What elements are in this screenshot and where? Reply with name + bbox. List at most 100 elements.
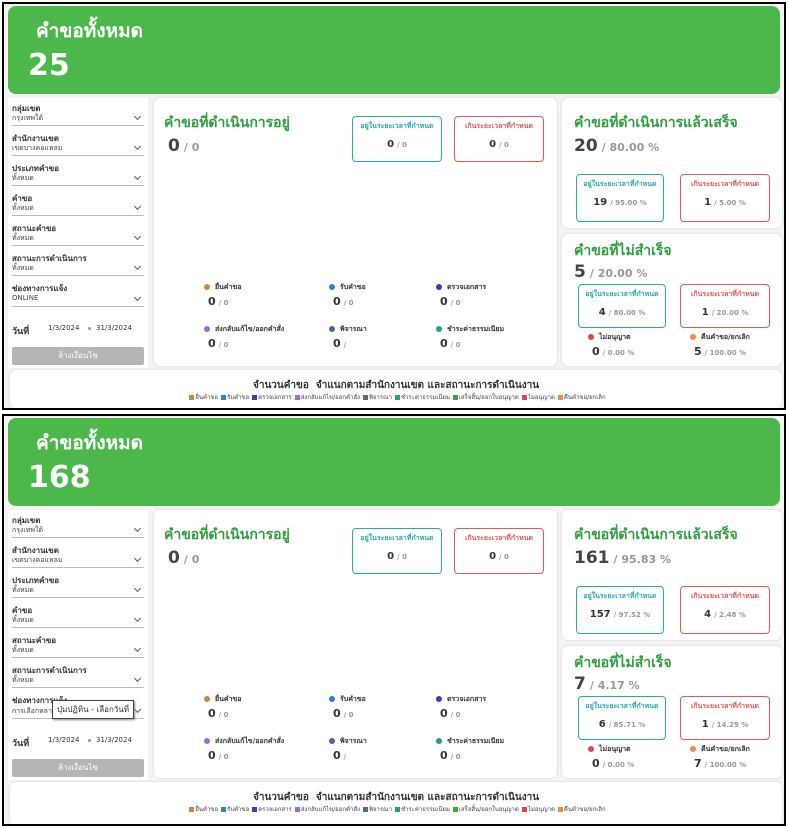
date-to[interactable]: 31/3/2024 [96, 324, 132, 332]
filter-label: คำขอ [12, 606, 33, 615]
clear-button[interactable]: ล้างเงื่อนไข [12, 759, 144, 777]
status-label: ไม่อนุญาต [588, 332, 631, 343]
status-label: คืนคำขอ/ยกเลิก [690, 744, 750, 755]
status-dot [436, 326, 442, 332]
chart-legend: ยื่นคำขอ รับคำขอ ตรวจเอกสาร ส่งกลับแก้ไข/ออ… [10, 804, 782, 814]
filters: กลุ่มเขต กรุงเทพใต้สำนักงานเขต เขตบางคอแหล… [8, 510, 148, 780]
count-value: 0 [168, 136, 180, 156]
status-share: / 100.00 % [704, 761, 747, 769]
box-count: 0 [387, 551, 395, 562]
status-name: ยื่นคำขอ [215, 283, 242, 291]
filter-dropdown[interactable]: ONLINE [12, 294, 144, 307]
legend-label: ยื่นคำขอ [195, 806, 219, 813]
count: 5/ 20.00 % [574, 262, 647, 282]
legend-label: ส่งกลับแก้ไข/ออกคำสั่ง [300, 806, 360, 813]
legend-label: ส่งกลับแก้ไข/ออกคำสั่ง [300, 394, 360, 401]
filter-dropdown[interactable]: ทั้งหมด [12, 615, 144, 628]
filter-dropdown[interactable]: กรุงเทพใต้ [12, 113, 144, 126]
box-count: 19 [593, 197, 608, 208]
status-value: 0/ 0 [208, 337, 229, 350]
header: คำขอทั้งหมด 25 [8, 6, 780, 94]
status-value: 0/ 0.00 % [592, 757, 634, 770]
filter-dropdown[interactable]: ทั้งหมด [12, 645, 144, 658]
filter-dropdown[interactable]: ทั้งหมด [12, 203, 144, 216]
legend-swatch [394, 807, 400, 812]
box-count: 4 [598, 307, 606, 318]
filter-dropdown[interactable]: ทั้งหมด [12, 233, 144, 246]
status-name: พิจารณา [340, 325, 367, 333]
filter-dropdown[interactable]: ทั้งหมด [12, 585, 144, 598]
filter-dropdown[interactable]: ทั้งหมด [12, 263, 144, 276]
count: 161/ 95.83 % [574, 548, 671, 568]
within-box: อยู่ในระยะเวลาที่กำหนด 0/ 0 [352, 116, 442, 162]
clear-button[interactable]: ล้างเงื่อนไข [12, 347, 144, 365]
box-count: 157 [589, 609, 611, 620]
status-share: / 0 [218, 753, 229, 761]
filter-label: กลุ่มเขต [12, 516, 41, 525]
status-value: 0/ 0 [208, 707, 229, 720]
status-label: ยื่นคำขอ [204, 694, 242, 705]
legend-swatch [294, 395, 300, 400]
date-from[interactable]: 1/3/2024 [48, 324, 80, 332]
filter-dropdown[interactable]: ทั้งหมด [12, 675, 144, 688]
legend-swatch [521, 395, 527, 400]
status-name: พิจารณา [340, 737, 367, 745]
status-share: / 0 [450, 341, 461, 349]
filter-dropdown[interactable]: ทั้งหมด [12, 173, 144, 186]
status-count: 0 [208, 337, 216, 350]
date-separator [88, 739, 91, 742]
legend-label: พิจารณา [368, 394, 392, 401]
date-to[interactable]: 31/3/2024 [96, 736, 132, 744]
box-label: เกินระยะเวลาที่กำหนด [690, 290, 760, 298]
status-count: 0 [440, 749, 448, 762]
status-value: 0/ 0 [440, 295, 461, 308]
failed-card: คำขอที่ไม่สำเร็จ 5/ 20.00 % อยู่ในระยะเวลา… [562, 234, 782, 366]
status-dot [690, 334, 696, 340]
status-name: ชำระค่าธรรมเนียม [447, 737, 505, 745]
box-count: 1 [704, 197, 712, 208]
status-label: รับคำขอ [329, 694, 366, 705]
dashboard-panel: คำขอทั้งหมด 168 กลุ่มเขต กรุงเทพใต้ สำนักงาน… [2, 414, 786, 826]
status-dot [436, 696, 442, 702]
box-label: เกินระยะเวลาที่กำหนด [464, 122, 534, 130]
filter-label: สำนักงานเขต [12, 546, 59, 555]
legend-swatch [452, 395, 458, 400]
within-box: อยู่ในระยะเวลาที่กำหนด 0/ 0 [352, 528, 442, 574]
box-count: 4 [704, 609, 712, 620]
filter-dropdown[interactable]: กรุงเทพใต้ [12, 525, 144, 538]
legend-swatch [521, 807, 527, 812]
header: คำขอทั้งหมด 168 [8, 418, 780, 506]
status-label: ส่งกลับแก้ไข/ออกคำสั่ง [204, 736, 284, 747]
filter-label: ช่องทางการแจ้ง [12, 284, 68, 293]
over-box: เกินระยะเวลาที่กำหนด 1/ 20.00 % [680, 284, 770, 328]
status-name: ไม่อนุญาต [599, 745, 631, 753]
filter-dropdown[interactable]: เขตบางคอแหลม [12, 143, 144, 156]
status-label: ส่งกลับแก้ไข/ออกคำสั่ง [204, 324, 284, 335]
box-value: 19/ 95.00 % [577, 197, 663, 208]
status-dot [204, 284, 210, 290]
status-label: พิจารณา [329, 736, 367, 747]
status-name: ตรวจเอกสาร [447, 695, 487, 703]
chart-legend: ยื่นคำขอ รับคำขอ ตรวจเอกสาร ส่งกลับแก้ไข/ออ… [10, 392, 782, 402]
box-value: 0/ 0 [353, 139, 441, 150]
count-value: 161 [574, 548, 610, 568]
box-share: / 0 [499, 141, 509, 149]
legend-swatch [394, 395, 400, 400]
status-dot [436, 284, 442, 290]
date-separator [88, 327, 91, 330]
date-label: วันที่ [12, 739, 30, 749]
status-label: ชำระค่าธรรมเนียม [436, 324, 504, 335]
count-share: / 95.83 % [613, 553, 672, 566]
status-share: / 0 [218, 341, 229, 349]
over-box: เกินระยะเวลาที่กำหนด 4/ 2.48 % [680, 586, 770, 634]
count-value: 0 [168, 548, 180, 568]
status-count: 0 [440, 337, 448, 350]
date-from[interactable]: 1/3/2024 [48, 736, 80, 744]
chart-card: จำนวนคำขอ จำแนกตามสำนักงานเขต และสถานะกา… [10, 782, 782, 824]
legend-label: รับคำขอ [227, 806, 250, 813]
filter-dropdown[interactable]: เขตบางคอแหลม [12, 555, 144, 568]
within-box: อยู่ในระยะเวลาที่กำหนด 157/ 97.52 % [576, 586, 664, 634]
box-value: 1/ 5.00 % [681, 197, 769, 208]
legend-swatch [189, 395, 195, 400]
